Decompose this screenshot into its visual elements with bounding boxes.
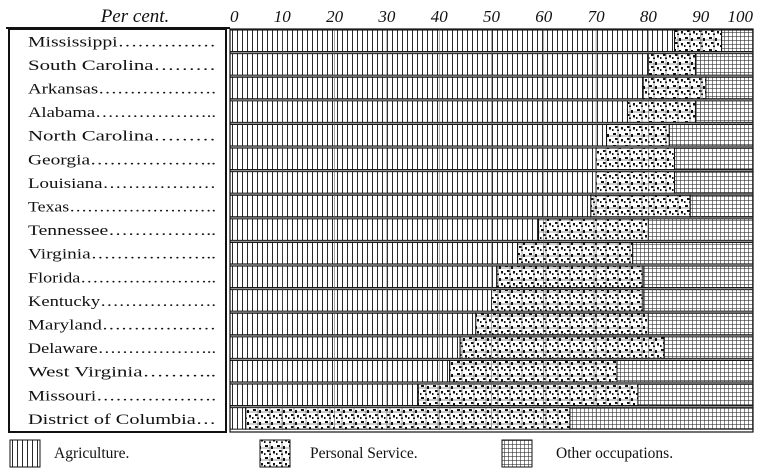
bar-agriculture [229,241,519,265]
x-tick-label: 30 [377,7,396,26]
bar-personal-service [491,289,644,312]
row-label: Georgia……………….. [28,152,216,168]
bar-personal-service [245,407,571,430]
bar-personal-service [590,194,691,218]
bar-other-occupations [674,147,754,171]
bar-personal-service [449,359,618,383]
row-label: Mississippi…………… [28,34,216,50]
row-label: Missouri………………. [28,388,216,404]
bar-other-occupations [663,336,754,359]
bar-agriculture [229,312,477,336]
bar-personal-service [417,383,639,407]
grid-lines [230,29,753,431]
bar-agriculture [229,194,592,218]
row-label: West Virginia……….. [28,365,216,381]
bar-personal-service [475,312,649,336]
bar-other-occupations [668,123,754,147]
legend-swatch [501,439,533,468]
plot-frame [229,28,754,433]
bar-agriculture [229,407,247,430]
bar-agriculture [229,29,676,53]
bar-agriculture [229,289,492,312]
axis-title: Per cent. [100,6,170,27]
bar-other-occupations [721,29,754,53]
bar-personal-service [647,53,696,76]
bar-personal-service [517,241,634,265]
row-label: Kentucky………………. [28,294,216,310]
bar-agriculture [229,265,498,289]
row-label: North Carolina……… [28,129,216,145]
bar-other-occupations [637,383,754,407]
row-label: Louisiana……………… [28,176,216,192]
x-tick-label: 70 [588,7,606,26]
bar-personal-service [496,265,644,289]
row-label: District of Columbia… [28,412,216,428]
bar-other-occupations [569,407,754,430]
legend: Agriculture. Personal Service. Other occup… [9,439,673,468]
legend-swatch [9,439,41,468]
bar-agriculture [229,171,597,194]
x-tick-labels: 0 10 20 30 40 50 60 70 80 90 100 [230,7,754,26]
row-label: Arkansas………………. [28,82,216,98]
x-tick-label: 50 [483,7,501,26]
bar-personal-service [674,29,723,53]
bar-agriculture [229,76,644,100]
x-tick-label: 90 [692,7,710,26]
bar-personal-service [642,76,707,100]
bar-agriculture [229,336,461,359]
row-label: Delaware……………….. [28,341,216,357]
x-tick-label: 80 [640,7,658,26]
x-tick-label: 0 [230,7,239,26]
legend-swatch [259,439,291,468]
row-label: Florida………………….. [28,270,216,286]
bar-other-occupations [694,100,754,123]
bar-personal-service [538,218,649,241]
bar-other-occupations [642,265,754,289]
row-label: Virginia……………….. [28,247,216,263]
x-tick-label: 60 [535,7,553,26]
x-tick-label: 40 [431,7,449,26]
legend-label: Other occupations. [556,445,673,462]
bar-agriculture [229,359,451,383]
bar-other-occupations [705,76,754,100]
bar-other-occupations [616,359,754,383]
bar-agriculture [229,100,628,123]
row-label: Alabama……………….. [28,105,216,121]
bar-agriculture [229,123,608,147]
bar-personal-service [595,147,676,171]
row-label: Tennessee…………….. [28,223,216,239]
x-tick-label: 100 [728,7,754,26]
row-label: Texas……………………. [28,200,216,216]
row-label: Maryland……………… [28,318,216,334]
label-panel [8,28,227,433]
bar-personal-service [595,171,676,194]
bar-other-occupations [674,171,754,194]
bar-agriculture [229,383,419,407]
row-label: South Carolina……… [28,58,216,74]
x-tick-label: 20 [326,7,344,26]
legend-label: Personal Service. [310,445,418,462]
bar-other-occupations [632,241,754,265]
bar-other-occupations [642,289,754,312]
bar-other-occupations [689,194,754,218]
bar-agriculture [229,147,597,171]
bar-personal-service [606,123,670,147]
bar-other-occupations [694,53,754,76]
bar-personal-service [626,100,696,123]
bar-agriculture [229,218,540,241]
legend-label: Agriculture. [54,445,129,462]
row-labels: Mississippi…………… South Carolina……… Arkansa… [28,34,216,428]
bar-personal-service [459,336,665,359]
x-tick-label: 10 [274,7,292,26]
